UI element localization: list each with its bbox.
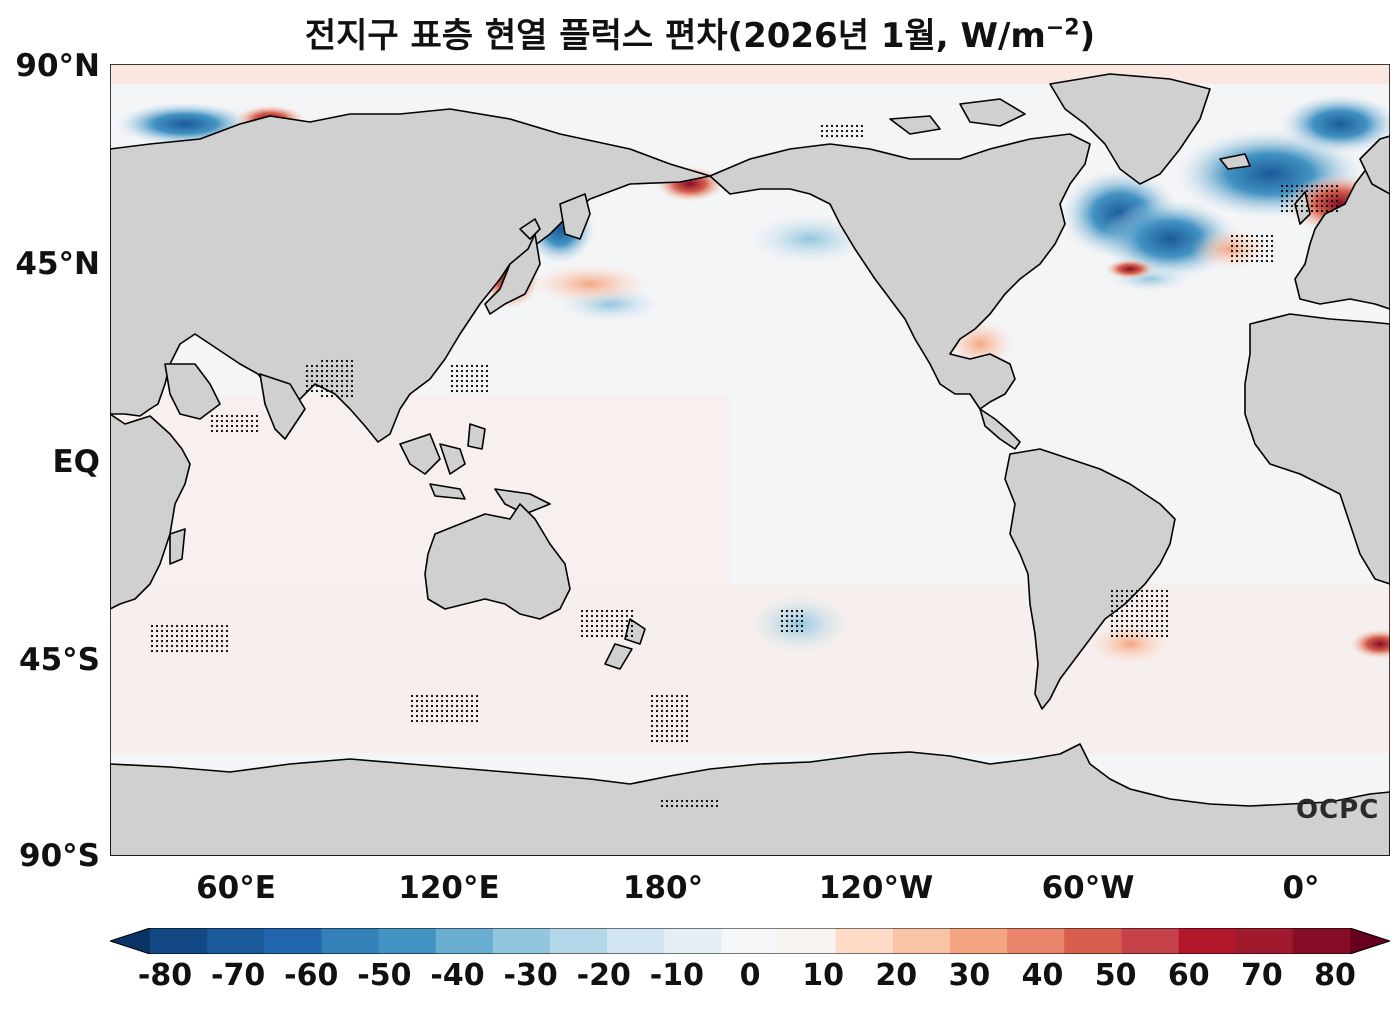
lon-label-0: 0° xyxy=(1282,870,1320,906)
colorbar-segment xyxy=(1292,928,1351,954)
colorbar-segment xyxy=(1007,928,1065,954)
land xyxy=(110,73,1390,856)
colorbar-tick-label: -50 xyxy=(357,958,412,993)
colorbar-extend-low xyxy=(110,928,150,954)
colorbar-segment xyxy=(1235,928,1294,954)
colorbar-tick-label: 0 xyxy=(739,958,761,993)
colorbar-tick-label: 30 xyxy=(948,958,991,993)
colorbar-segment xyxy=(207,928,265,954)
colorbar-tick-label: -30 xyxy=(503,958,558,993)
colorbar-segment xyxy=(1121,928,1180,954)
colorbar-tick-label: -10 xyxy=(649,958,704,993)
colorbar-tick-label: 60 xyxy=(1167,958,1210,993)
colorbar-tick-label: 20 xyxy=(875,958,918,993)
lat-label-45s: 45°S xyxy=(19,642,100,678)
colorbar-segment xyxy=(721,928,780,954)
colorbar-tick-label: -20 xyxy=(576,958,631,993)
colorbar-segment xyxy=(550,928,608,954)
colorbar-segment xyxy=(664,928,722,954)
colorbar-tick-label: 50 xyxy=(1094,958,1137,993)
colorbar-segment xyxy=(1178,928,1237,954)
colorbar-segment xyxy=(378,928,437,954)
colorbar-segment xyxy=(150,928,208,954)
colorbar-tick-label: 80 xyxy=(1314,958,1356,993)
lon-label-60w: 60°W xyxy=(1041,870,1135,906)
stippling xyxy=(150,124,1340,807)
lon-label-180: 180° xyxy=(622,870,704,906)
colorbar-tick-label: 70 xyxy=(1241,958,1283,993)
map-title: 전지구 표층 현열 플럭스 편차(2026년 1월, W/m−2) xyxy=(304,15,1096,56)
colorbar-segment xyxy=(435,928,494,954)
colorbar xyxy=(110,928,1390,954)
lat-label-45n: 45°N xyxy=(15,246,100,282)
lon-label-120e: 120°E xyxy=(398,870,500,906)
lat-label-90n: 90°N xyxy=(15,48,100,84)
colorbar-segment xyxy=(950,928,1008,954)
colorbar-tick-label: -80 xyxy=(137,958,193,993)
colorbar-tick-label: 10 xyxy=(802,958,844,993)
lat-label-eq: EQ xyxy=(52,444,100,480)
ocpc-logo: OCPC xyxy=(1296,795,1380,825)
colorbar-segment xyxy=(264,928,322,954)
colorbar-segment xyxy=(1064,928,1122,954)
colorbar-extend-high xyxy=(1350,928,1390,954)
lon-label-120w: 120°W xyxy=(818,870,934,906)
colorbar-tick-label: 40 xyxy=(1021,958,1064,993)
lon-label-60e: 60°E xyxy=(196,870,276,906)
colorbar-segment xyxy=(492,928,551,954)
colorbar-tick-label: -40 xyxy=(430,958,485,993)
colorbar-tick-label: -70 xyxy=(211,958,266,993)
colorbar-segment xyxy=(892,928,951,954)
colorbar-tick-label: -60 xyxy=(284,958,339,993)
colorbar-segment xyxy=(835,928,894,954)
colorbar-segment xyxy=(778,928,837,954)
anomaly-map xyxy=(110,64,1390,856)
lat-label-90s: 90°S xyxy=(19,838,100,874)
colorbar-segment xyxy=(321,928,380,954)
colorbar-segment xyxy=(607,928,665,954)
